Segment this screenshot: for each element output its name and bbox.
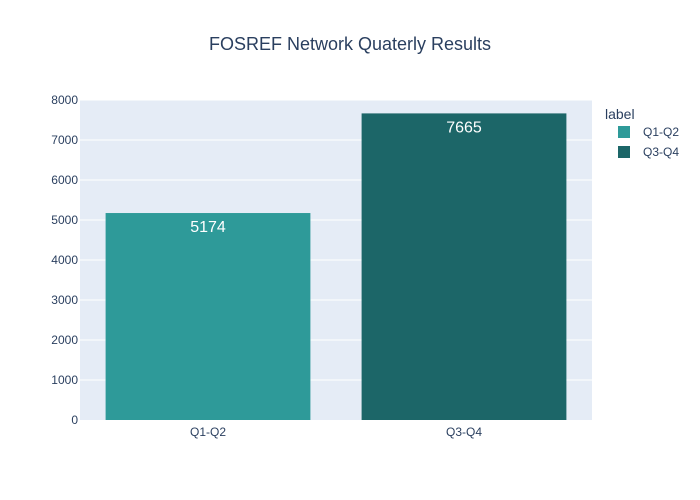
legend-item-q3-q4[interactable]: Q3-Q4 (618, 145, 679, 159)
legend-label: Q1-Q2 (643, 125, 679, 139)
bar-data-label: 5174 (190, 219, 226, 236)
legend-title: label (605, 106, 635, 122)
y-tick-label: 6000 (51, 173, 78, 187)
y-axis-ticks: 0 1000 2000 3000 4000 5000 6000 7000 8000 (51, 93, 78, 427)
y-tick-label: 7000 (51, 133, 78, 147)
bar-q3-q4[interactable] (361, 113, 567, 421)
y-tick-label: 8000 (51, 93, 78, 107)
x-axis-ticks: Q1-Q2 Q3-Q4 (190, 425, 482, 439)
x-tick-label: Q1-Q2 (190, 425, 226, 439)
legend[interactable]: label Q1-Q2 Q3-Q4 (605, 106, 679, 159)
bar-data-label: 7665 (446, 119, 482, 136)
y-tick-label: 2000 (51, 333, 78, 347)
legend-label: Q3-Q4 (643, 145, 679, 159)
chart-title: FOSREF Network Quaterly Results (209, 34, 491, 54)
legend-items[interactable]: Q1-Q2 Q3-Q4 (618, 125, 679, 159)
bar-q1-q2[interactable] (105, 213, 311, 420)
y-tick-label: 4000 (51, 253, 78, 267)
bars: 5174 7665 (105, 113, 567, 421)
legend-swatch (618, 126, 630, 138)
x-tick-label: Q3-Q4 (446, 425, 482, 439)
legend-swatch (618, 146, 630, 158)
y-tick-label: 1000 (51, 373, 78, 387)
y-tick-label: 5000 (51, 213, 78, 227)
legend-item-q1-q2[interactable]: Q1-Q2 (618, 125, 679, 139)
y-tick-label: 0 (71, 413, 78, 427)
y-tick-label: 3000 (51, 293, 78, 307)
